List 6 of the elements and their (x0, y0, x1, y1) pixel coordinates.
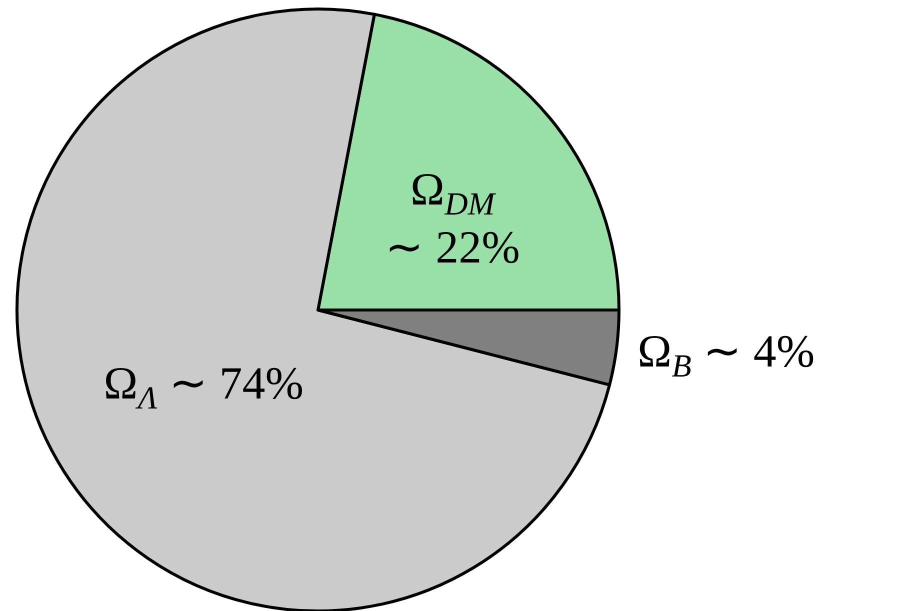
data-label: ∼ 74% (157, 358, 304, 409)
slice-label: Ω$_{B}$ (638, 325, 692, 383)
slice-label: Ω$_{DM}$ (410, 163, 497, 222)
slice-label: Ω$_{Λ}$ (104, 358, 158, 416)
data-label: ∼ 4% (691, 325, 815, 376)
data-label: ∼ 22% (385, 221, 520, 272)
